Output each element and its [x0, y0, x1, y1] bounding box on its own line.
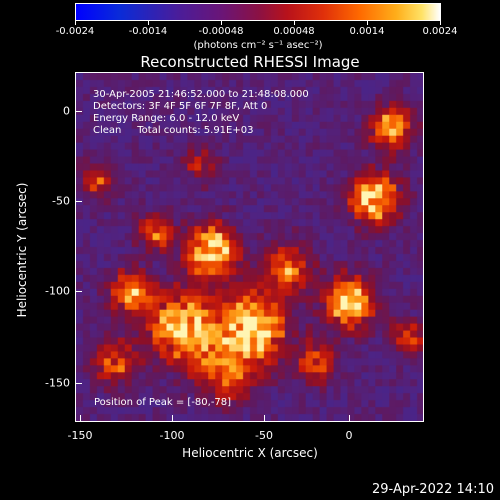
- y-tick-label: -150: [45, 376, 70, 390]
- y-tickmark: [75, 383, 82, 384]
- info-time-range: 30-Apr-2005 21:46:52.000 to 21:48:08.000: [93, 89, 309, 100]
- colorbar-tick-label: -0.0014: [128, 26, 168, 37]
- colorbar-tickmark: [367, 20, 368, 25]
- x-tickmark: [264, 415, 265, 422]
- y-tick-label: -100: [45, 284, 70, 298]
- peak-position: Position of Peak = [-80,-78]: [94, 397, 232, 408]
- image-title: Reconstructed RHESSI Image: [140, 53, 360, 71]
- info-total-counts: Clean Total counts: 5.91E+03: [93, 125, 254, 136]
- x-tick-label: -50: [255, 429, 273, 442]
- y-tick-label: -50: [52, 194, 70, 208]
- colorbar-tick-label: 0.00048: [273, 26, 315, 37]
- y-tick-label: 0: [63, 104, 70, 118]
- colorbar-tickmark: [221, 20, 222, 25]
- x-tick-label: 0: [345, 429, 353, 442]
- colorbar: [75, 3, 441, 21]
- colorbar-tickmark: [148, 20, 149, 25]
- y-tickmark: [75, 111, 82, 112]
- colorbar-tick-label: 0.0014: [349, 26, 385, 37]
- x-tickmark: [349, 415, 350, 422]
- info-energy-range: Energy Range: 6.0 - 12.0 keV: [93, 113, 240, 124]
- info-detectors: Detectors: 3F 4F 5F 6F 7F 8F, Att 0: [93, 101, 268, 112]
- x-tick-label: -100: [159, 429, 185, 442]
- y-tickmark: [75, 291, 82, 292]
- colorbar-tickmark: [75, 20, 76, 25]
- x-tick-label: -150: [67, 429, 93, 442]
- colorbar-tickmark: [294, 20, 295, 25]
- x-axis-label: Heliocentric X (arcsec): [182, 446, 318, 460]
- colorbar-units: (photons cm⁻² s⁻¹ asec⁻²): [193, 40, 323, 51]
- x-tickmark: [80, 415, 81, 422]
- y-tickmark: [75, 201, 82, 202]
- y-axis-label: Heliocentric Y (arcsec): [15, 182, 29, 318]
- colorbar-tick-label: -0.0024: [55, 26, 95, 37]
- plot-date: 29-Apr-2022 14:10: [372, 482, 494, 497]
- rhessi-image: [76, 73, 423, 421]
- colorbar-tick-label: -0.00048: [198, 26, 244, 37]
- colorbar-tick-label: 0.0024: [422, 26, 458, 37]
- colorbar-tickmark: [440, 20, 441, 25]
- x-tickmark: [172, 415, 173, 422]
- plot-frame: 30-Apr-2005 21:46:52.000 to 21:48:08.000…: [75, 72, 424, 422]
